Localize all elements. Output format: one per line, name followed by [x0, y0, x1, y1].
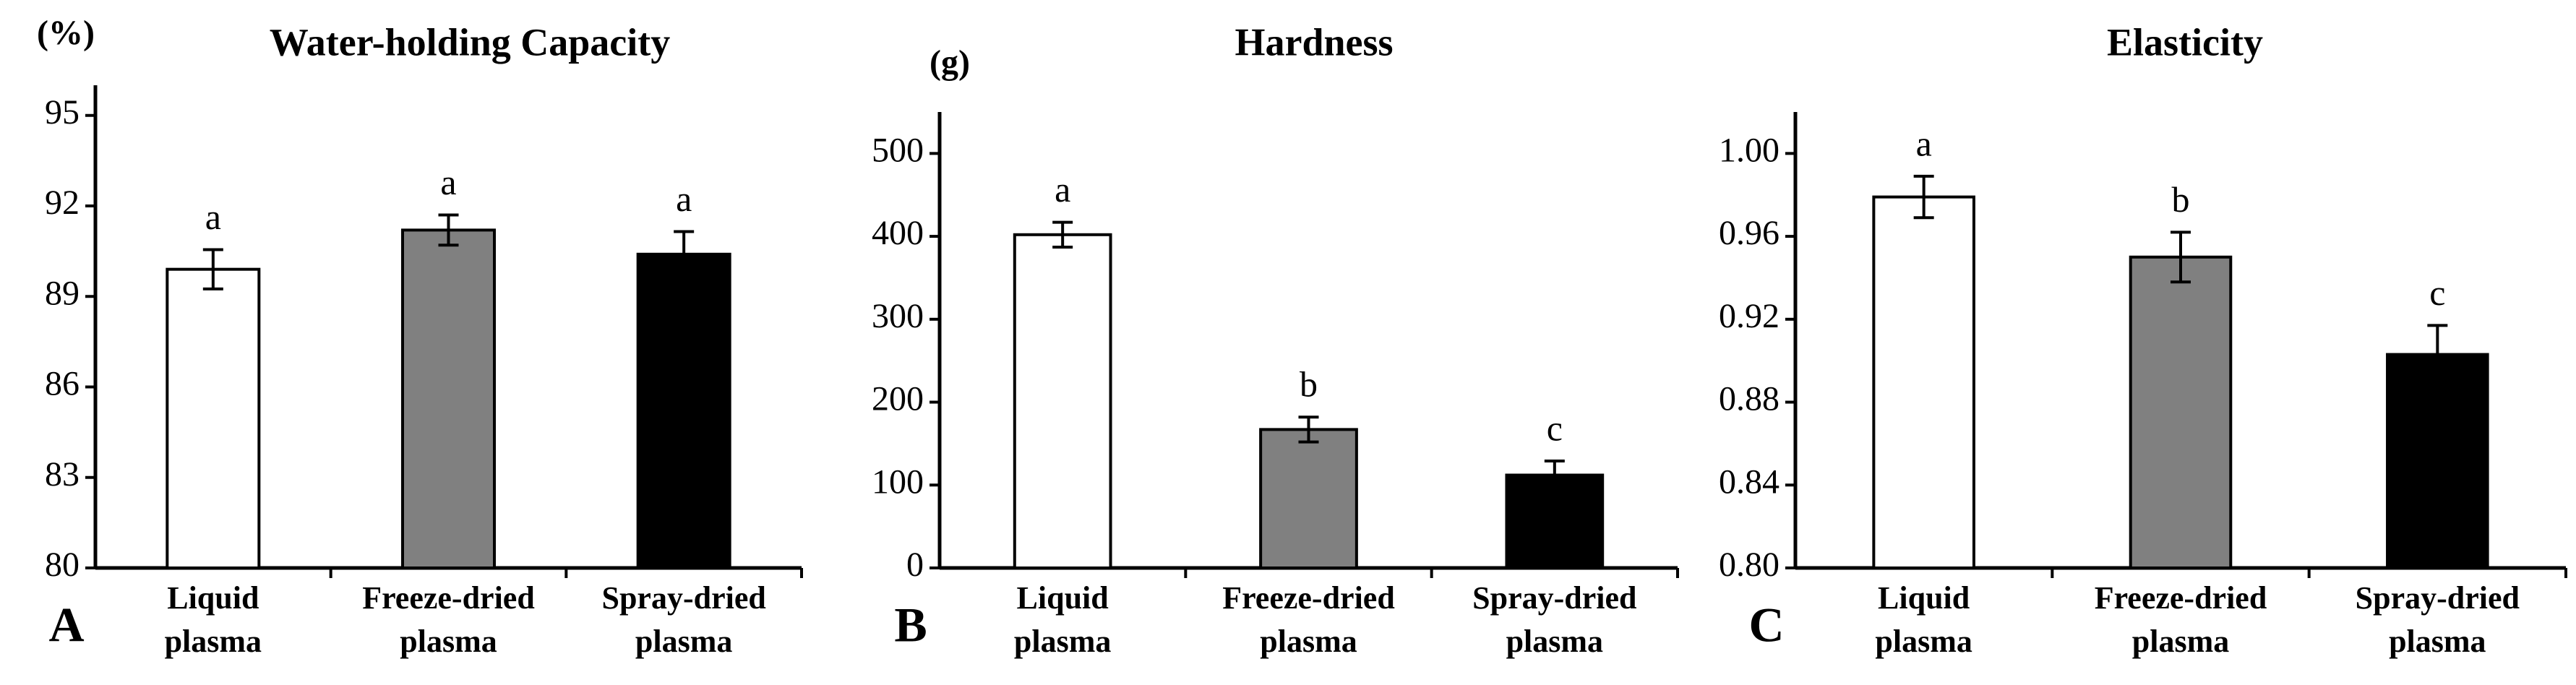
significance-letter: b — [1300, 364, 1318, 405]
x-tick-label: Freeze-dried plasma — [1222, 580, 1395, 659]
label-line: plasma — [1506, 624, 1603, 659]
bar — [636, 252, 731, 569]
panel-label: C — [1748, 598, 1784, 652]
significance-letter: a — [676, 178, 692, 219]
error-bar — [1298, 415, 1319, 444]
significance-letter: a — [205, 197, 221, 237]
error-bar — [438, 213, 459, 247]
x-tick-label: Spray-dried plasma — [601, 580, 765, 659]
bar — [2129, 255, 2233, 569]
label-line: Spray-dried — [2356, 580, 2520, 616]
panel-label: A — [48, 598, 84, 652]
bar — [400, 228, 497, 569]
x-tick-label: Liquid plasma — [165, 580, 262, 659]
label-line: Freeze-dried — [362, 580, 535, 616]
label-line: plasma — [1260, 624, 1357, 659]
label-line: plasma — [165, 624, 262, 659]
y-tick-label: 0 — [906, 546, 924, 584]
label-line: Spray-dried — [601, 580, 765, 616]
y-unit: (%) — [37, 14, 95, 52]
y-tick-label: 95 — [45, 93, 80, 132]
y-tick-label: 0.92 — [1719, 297, 1779, 335]
bar — [1259, 428, 1358, 569]
x-tick-label: Spray-dried plasma — [2356, 580, 2520, 659]
bar — [166, 267, 261, 569]
label-line: Freeze-dried — [2095, 580, 2267, 616]
label-line: Liquid — [167, 580, 259, 616]
significance-letter: a — [440, 162, 456, 202]
y-tick-label: 0.84 — [1719, 462, 1779, 501]
y-tick-label: 0.88 — [1719, 380, 1779, 418]
y-tick-label: 89 — [45, 274, 80, 312]
label-line: Spray-dried — [1472, 580, 1636, 616]
error-bar — [2427, 324, 2448, 385]
y-tick-label: 83 — [45, 455, 80, 494]
x-tick-label: Spray-dried plasma — [1472, 580, 1636, 659]
error-bar — [2171, 231, 2191, 284]
y-tick-label: 500 — [872, 131, 924, 169]
error-bar — [1913, 174, 1934, 220]
bar — [1013, 233, 1112, 569]
x-tick-label: Liquid plasma — [1014, 580, 1111, 659]
panel-label: B — [894, 598, 927, 652]
x-tick-label: Liquid plasma — [1875, 580, 1972, 659]
y-tick-label: 86 — [45, 365, 80, 403]
significance-letter: c — [1547, 408, 1563, 448]
error-bar — [202, 248, 223, 290]
chart-title: Elasticity — [2107, 20, 2263, 64]
y-tick-label: 0.96 — [1719, 214, 1779, 252]
error-bar — [674, 230, 695, 279]
y-tick-label: 100 — [872, 462, 924, 501]
significance-letter: a — [1916, 123, 1932, 163]
label-line: plasma — [1014, 624, 1111, 659]
y-tick-label: 200 — [872, 380, 924, 418]
x-tick-label: Freeze-dried plasma — [362, 580, 535, 659]
label-line: Liquid — [1878, 580, 1970, 616]
bar — [2386, 353, 2489, 569]
chart-title: Water-holding Capacity — [270, 20, 671, 64]
label-line: plasma — [2389, 624, 2486, 659]
chart-title: Hardness — [1235, 20, 1393, 64]
significance-letter: c — [2429, 272, 2445, 313]
bar — [1872, 195, 1975, 569]
significance-letter: a — [1055, 169, 1070, 210]
y-tick-label: 400 — [872, 214, 924, 252]
label-line: plasma — [1875, 624, 1972, 659]
y-tick-label: 300 — [872, 297, 924, 335]
label-line: Liquid — [1017, 580, 1109, 616]
error-bar — [1544, 460, 1565, 491]
label-line: plasma — [635, 624, 732, 659]
label-line: plasma — [2132, 624, 2229, 659]
label-line: plasma — [400, 624, 497, 659]
y-tick-label: 0.80 — [1719, 546, 1779, 584]
significance-letter: b — [2172, 179, 2190, 220]
y-unit: (g) — [929, 43, 970, 82]
x-tick-label: Freeze-dried plasma — [2095, 580, 2267, 659]
error-bar — [1052, 220, 1073, 249]
y-tick-label: 92 — [45, 184, 80, 222]
label-line: Freeze-dried — [1222, 580, 1395, 616]
y-tick-label: 80 — [45, 546, 80, 584]
y-tick-label: 1.00 — [1719, 131, 1779, 169]
